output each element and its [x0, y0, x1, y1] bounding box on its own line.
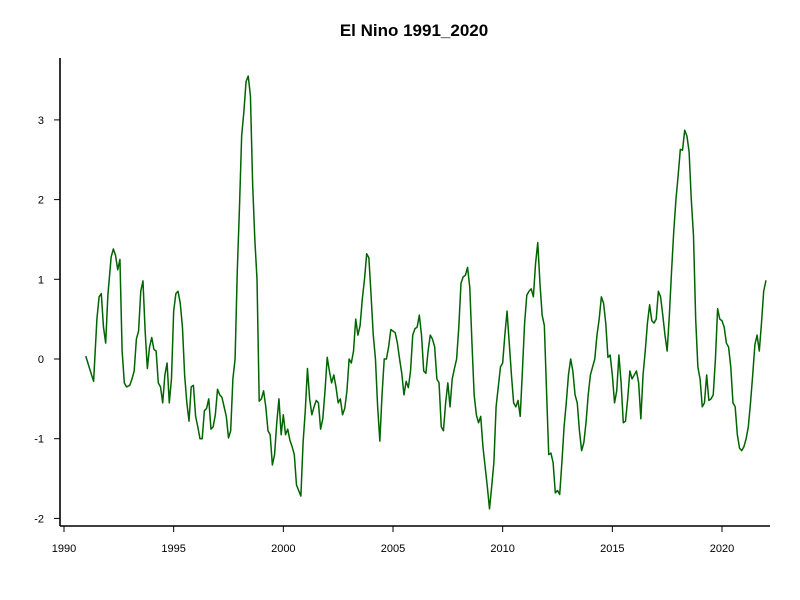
chart-title: El Nino 1991_2020 — [340, 21, 488, 40]
y-tick-label: 2 — [38, 195, 44, 207]
plot-area — [85, 75, 767, 510]
y-tick-label: -2 — [34, 513, 44, 525]
x-tick-label: 2000 — [271, 543, 295, 555]
x-tick-label: 2010 — [490, 543, 514, 555]
y-tick-label: 1 — [38, 274, 44, 286]
series-line-1 — [85, 75, 767, 510]
axes: 1990 1995 2000 2005 2010 2015 2020 -2 -1 0 1 2 3 — [34, 58, 770, 555]
y-tick-label: 0 — [38, 354, 44, 366]
x-tick-label: 1995 — [161, 543, 185, 555]
x-tick-label: 2015 — [600, 543, 624, 555]
y-tick-label: -1 — [34, 434, 44, 446]
x-tick-label: 2020 — [710, 543, 734, 555]
x-tick-label: 2005 — [381, 543, 405, 555]
x-tick-label: 1990 — [52, 543, 76, 555]
y-tick-label: 3 — [38, 115, 44, 127]
